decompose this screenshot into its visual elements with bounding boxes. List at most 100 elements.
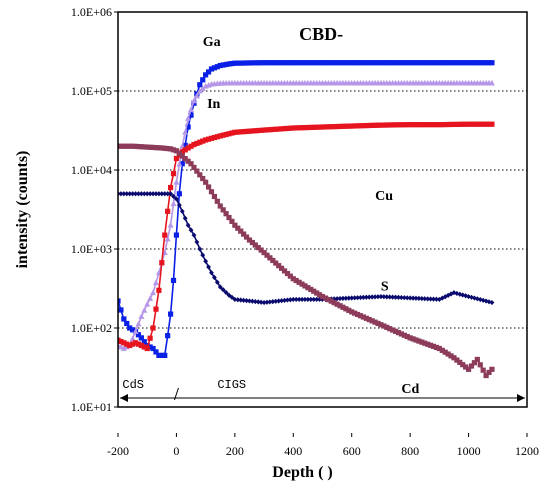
data-point — [480, 367, 486, 373]
data-point — [229, 60, 235, 67]
data-point — [249, 60, 255, 66]
data-point — [167, 146, 174, 152]
data-point — [194, 140, 200, 146]
data-point — [188, 161, 194, 167]
data-point — [363, 315, 369, 321]
data-point — [167, 311, 174, 317]
data-point — [235, 297, 241, 303]
data-point — [226, 214, 232, 221]
data-point — [354, 311, 361, 318]
data-point — [185, 222, 191, 228]
data-point — [261, 250, 267, 256]
data-point — [121, 340, 127, 346]
data-point — [448, 291, 454, 297]
data-point — [436, 122, 442, 128]
data-point — [217, 284, 223, 290]
data-point — [235, 225, 241, 231]
data-point — [220, 62, 226, 68]
data-point — [170, 171, 177, 177]
data-point — [276, 126, 282, 132]
data-point — [358, 294, 363, 301]
data-point — [203, 258, 209, 264]
data-point — [217, 133, 223, 139]
data-point — [261, 299, 267, 306]
data-point — [171, 193, 176, 199]
x-tick-label: -200 — [107, 444, 129, 458]
data-point — [287, 60, 293, 66]
data-point — [200, 138, 206, 144]
data-point — [369, 122, 375, 128]
data-point — [194, 168, 200, 174]
data-point — [401, 122, 407, 128]
data-point — [451, 290, 457, 296]
data-point — [433, 122, 440, 128]
data-point — [463, 60, 469, 66]
data-point — [191, 141, 197, 148]
data-point — [141, 344, 147, 350]
data-point — [395, 122, 402, 128]
data-point — [431, 296, 436, 302]
data-point — [214, 134, 220, 140]
data-point — [129, 335, 136, 341]
data-point — [176, 161, 183, 167]
data-point — [354, 123, 361, 129]
data-point — [244, 298, 249, 304]
data-point — [156, 145, 162, 151]
data-point — [337, 123, 343, 130]
data-point — [308, 296, 314, 303]
data-point — [439, 295, 445, 301]
data-point — [188, 227, 194, 233]
data-point — [270, 60, 276, 66]
data-point — [430, 122, 437, 128]
data-point — [132, 328, 139, 335]
data-point — [398, 60, 404, 66]
x-tick-label: 1200 — [515, 444, 539, 458]
data-point — [328, 124, 334, 130]
data-point — [416, 295, 422, 302]
data-point — [483, 60, 489, 66]
data-point — [255, 60, 261, 66]
data-point — [366, 316, 372, 323]
data-point — [200, 77, 206, 83]
data-point — [173, 179, 180, 185]
data-point — [316, 292, 323, 298]
data-point — [179, 161, 185, 167]
data-point — [322, 60, 329, 66]
data-point — [311, 60, 317, 66]
data-point — [454, 121, 460, 127]
data-point — [293, 277, 299, 284]
data-point — [267, 255, 273, 261]
data-point — [331, 124, 337, 130]
y-tick-label: 1.0E+06 — [71, 5, 112, 19]
data-point — [235, 129, 241, 135]
series-label-in: In — [207, 97, 220, 112]
series-layer — [118, 60, 495, 379]
data-point — [352, 60, 358, 66]
data-point — [393, 294, 398, 300]
region-label-cigs: CIGS — [217, 378, 246, 392]
data-point — [296, 296, 302, 303]
y-tick-label: 1.0E+03 — [71, 242, 112, 256]
data-point — [328, 298, 334, 304]
data-point — [124, 320, 130, 327]
data-point — [226, 131, 232, 137]
data-point — [302, 125, 308, 131]
grid — [118, 90, 527, 329]
data-point — [211, 134, 218, 141]
data-point — [401, 295, 407, 301]
data-point — [448, 121, 454, 128]
data-point — [229, 218, 235, 224]
data-point — [363, 122, 369, 129]
data-point — [135, 341, 142, 347]
data-point — [220, 287, 226, 293]
data-point — [165, 191, 171, 197]
data-point — [390, 294, 396, 300]
data-point — [273, 60, 279, 66]
data-point — [407, 122, 413, 128]
data-point — [422, 122, 428, 128]
data-point — [305, 296, 311, 303]
data-point — [302, 296, 308, 303]
data-point — [176, 202, 182, 208]
